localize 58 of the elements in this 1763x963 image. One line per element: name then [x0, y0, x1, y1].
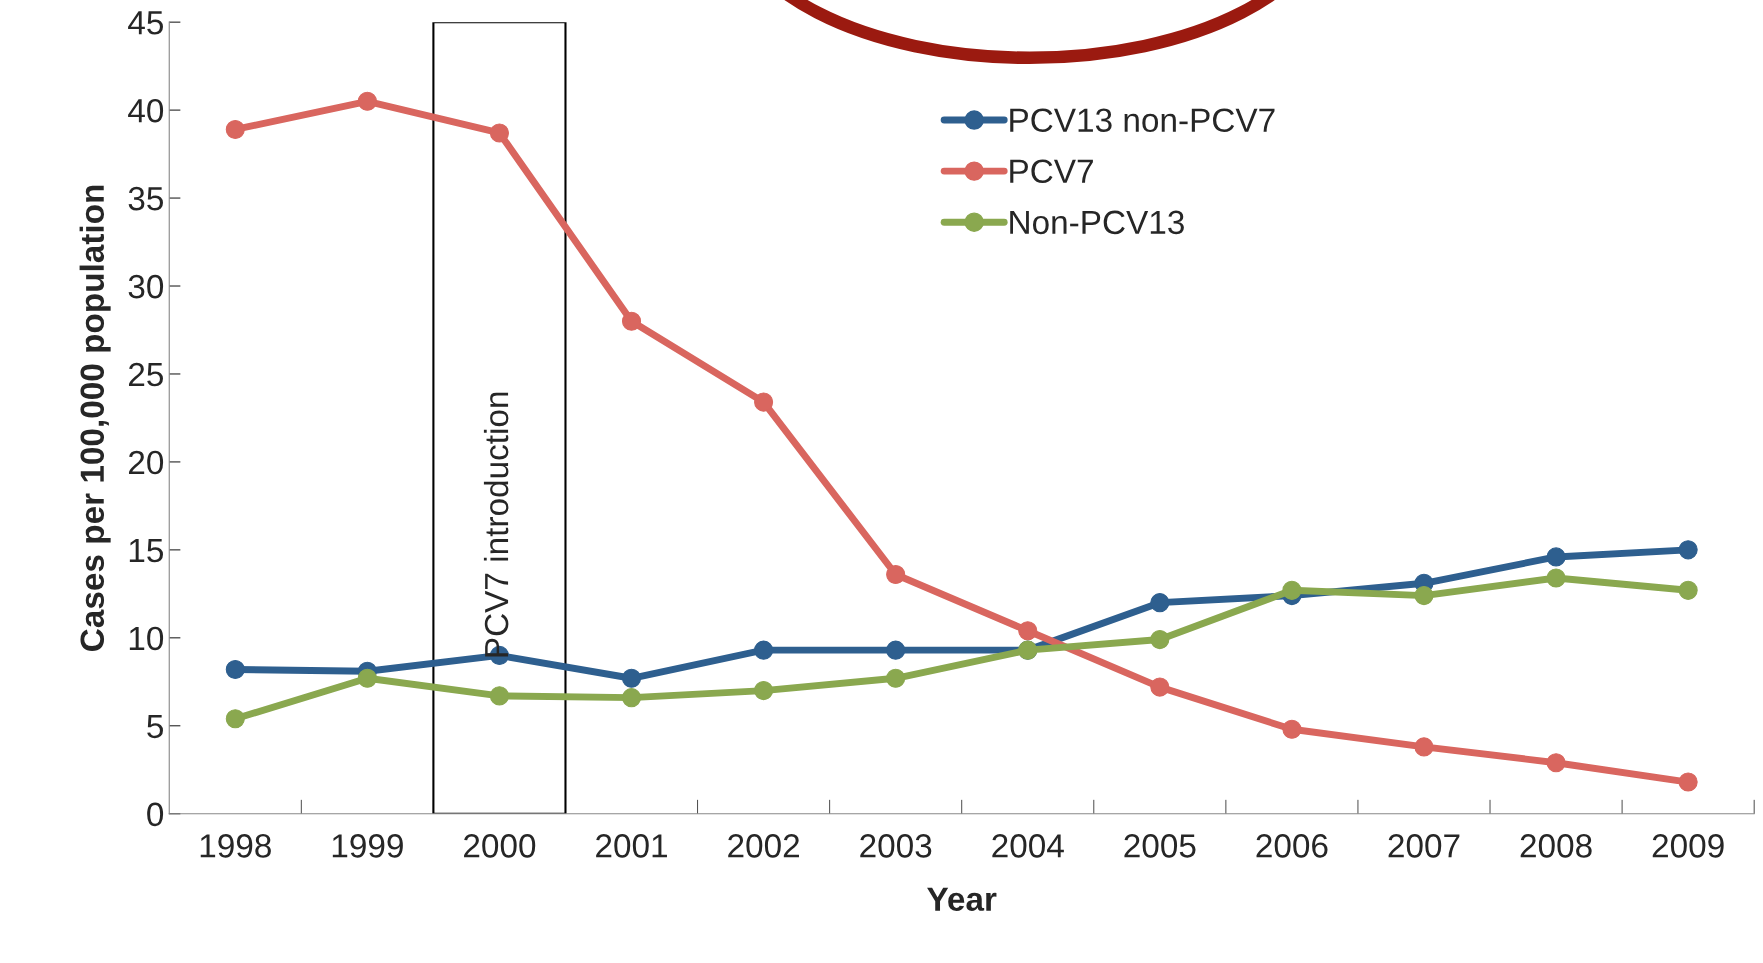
point	[1546, 568, 1566, 588]
point	[1414, 737, 1434, 757]
point	[1546, 753, 1566, 773]
point	[225, 709, 245, 729]
point	[357, 91, 377, 111]
legend-label: PCV13 non-PCV7	[1010, 108, 1275, 133]
y-axis-title: Cases per 100,000 population	[79, 185, 111, 651]
point	[1414, 586, 1434, 606]
x-tick-label: 2002	[728, 834, 800, 858]
point	[1150, 677, 1170, 697]
point	[489, 123, 509, 143]
y-tick-label: 30	[128, 274, 164, 299]
x-tick-label: 2006	[1256, 834, 1328, 858]
y-tick-label: 0	[147, 802, 164, 827]
point	[1546, 547, 1566, 567]
x-tick-label: 2009	[1652, 834, 1724, 858]
point	[754, 392, 774, 412]
point	[1678, 580, 1698, 600]
x-tick-label: 2004	[992, 834, 1064, 858]
x-tick-label: 2008	[1520, 834, 1592, 858]
y-tick-label: 20	[128, 450, 164, 475]
point	[754, 640, 774, 660]
point	[1282, 580, 1302, 600]
point	[621, 688, 642, 708]
point	[886, 640, 906, 660]
y-tick-label: 10	[129, 626, 164, 651]
y-tick-label: 45	[128, 11, 163, 35]
x-tick-label: 2007	[1388, 834, 1460, 858]
y-tick-label: 5	[147, 714, 163, 739]
point	[886, 564, 906, 585]
point	[1150, 630, 1170, 650]
point	[225, 119, 245, 139]
point	[1678, 772, 1698, 792]
point	[489, 686, 509, 706]
y-tick-label: 15	[129, 539, 163, 563]
point	[621, 311, 642, 331]
legend-label: PCV7	[1010, 159, 1093, 184]
point	[886, 668, 906, 688]
point	[754, 681, 774, 701]
x-tick-label: 2001	[596, 834, 667, 858]
x-axis-title: Year	[927, 887, 997, 911]
point	[225, 659, 245, 680]
y-tick-label: 25	[128, 362, 163, 387]
legend-label: Non-PCV13	[1010, 210, 1184, 235]
point	[1678, 540, 1698, 560]
x-tick-label: 2003	[860, 834, 932, 858]
x-tick-label: 1998	[200, 834, 271, 858]
point	[621, 668, 642, 688]
point	[1282, 719, 1302, 739]
point	[1150, 593, 1170, 613]
x-tick-label: 2000	[464, 834, 536, 858]
x-tick-label: 2005	[1124, 834, 1196, 858]
y-tick-label: 35	[128, 186, 163, 211]
x-tick-label: 1999	[332, 834, 403, 858]
y-tick-label: 40	[128, 98, 164, 123]
point	[357, 668, 377, 688]
band-label: PCV7 introduction	[483, 392, 509, 657]
point	[1018, 621, 1038, 641]
